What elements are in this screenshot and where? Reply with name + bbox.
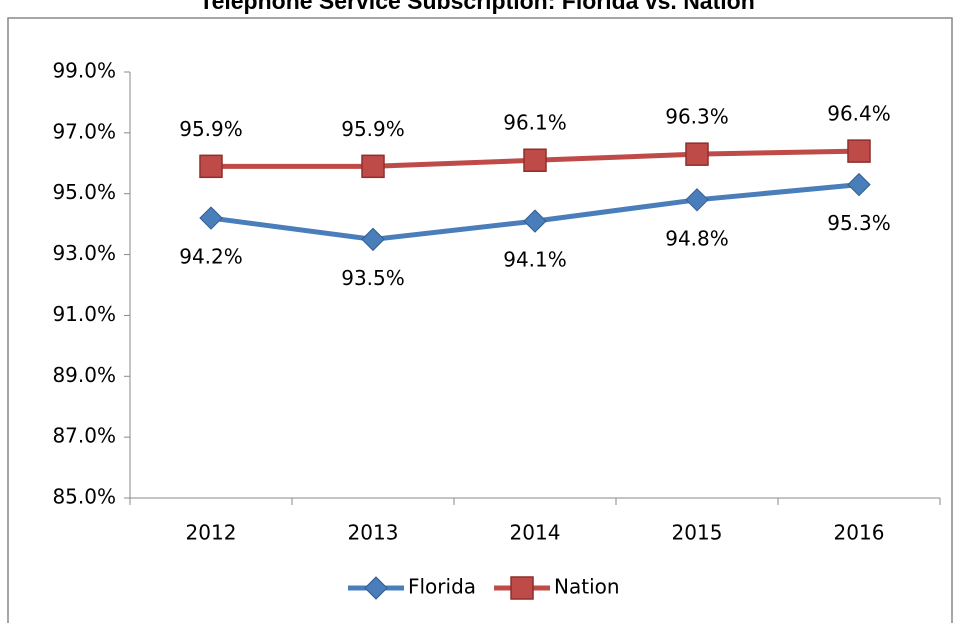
data-point — [685, 142, 709, 166]
legend-marker — [364, 576, 388, 600]
y-tick-label: 85.0% — [52, 485, 116, 509]
x-tick-label: 2013 — [348, 521, 399, 545]
data-label: 94.1% — [503, 248, 567, 272]
legend-label: Nation — [554, 575, 620, 599]
y-tick-label: 89.0% — [52, 363, 116, 387]
y-tick-label: 97.0% — [52, 119, 116, 143]
legend-label: Florida — [408, 575, 476, 599]
data-label: 96.3% — [665, 105, 729, 129]
data-point — [523, 148, 547, 172]
chart-title: Telephone Service Subscription: Florida … — [199, 0, 755, 14]
y-tick-label: 87.0% — [52, 424, 116, 448]
data-label: 93.5% — [341, 266, 405, 290]
data-label: 96.4% — [827, 102, 891, 126]
data-label: 94.2% — [179, 245, 243, 269]
y-tick-label: 95.0% — [52, 180, 116, 204]
x-tick-label: 2016 — [834, 521, 885, 545]
chart-frame — [7, 17, 953, 623]
data-label: 95.9% — [179, 117, 243, 141]
data-point — [847, 139, 871, 163]
data-point — [361, 154, 385, 179]
data-label: 96.1% — [503, 111, 567, 135]
data-label: 95.9% — [341, 117, 405, 141]
data-label: 95.3% — [827, 211, 891, 235]
x-tick-label: 2015 — [672, 521, 723, 545]
y-tick-label: 99.0% — [52, 59, 116, 83]
data-point — [685, 188, 709, 212]
y-tick-label: 93.0% — [52, 241, 116, 265]
data-point — [199, 154, 223, 179]
y-tick-label: 91.0% — [52, 302, 116, 326]
data-label: 94.8% — [665, 226, 729, 250]
data-point — [199, 206, 223, 230]
data-point — [847, 172, 871, 197]
x-tick-label: 2012 — [186, 521, 237, 545]
x-tick-label: 2014 — [510, 521, 561, 545]
data-point — [523, 209, 547, 233]
data-point — [361, 227, 385, 252]
legend-marker — [510, 576, 534, 600]
